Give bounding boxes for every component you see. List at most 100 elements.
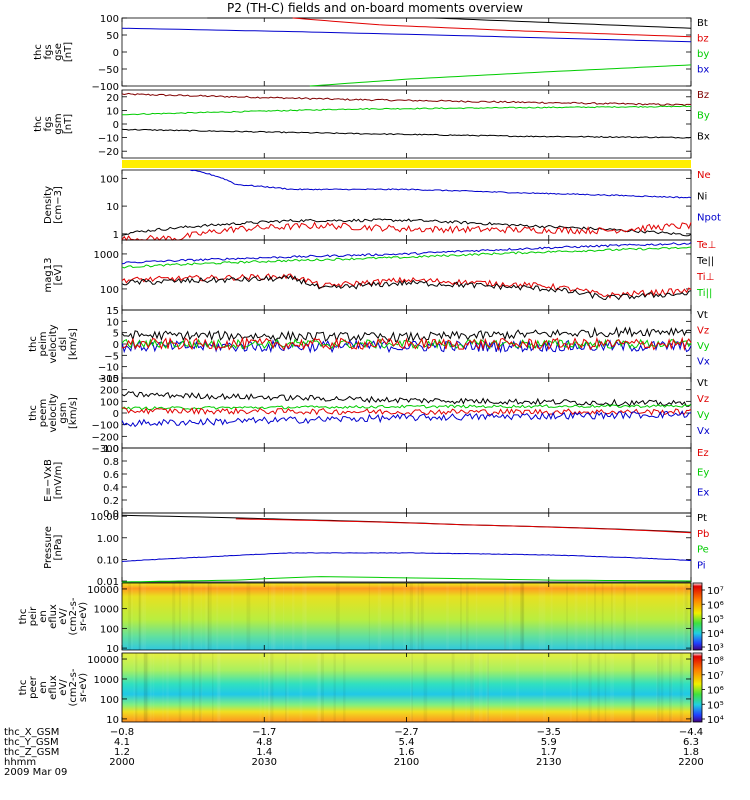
legend-Vz: Vz — [697, 326, 709, 337]
y-tick-label: −200 — [92, 432, 119, 443]
y-tick-label: 20 — [106, 93, 119, 104]
y-axis-label: sr-eV) — [78, 602, 89, 631]
y-tick-label: −300 — [92, 444, 119, 455]
x-axis-value: 2030 — [252, 757, 277, 768]
y-axis-label: thc — [33, 44, 44, 60]
y-tick-label: 1000 — [94, 675, 119, 686]
x-axis-value: −2.7 — [394, 727, 418, 738]
y-axis-label: Density — [43, 186, 54, 224]
y-tick-label: 0.2 — [103, 496, 119, 507]
x-axis-value: 1.7 — [541, 747, 557, 758]
y-tick-label: 10000 — [87, 655, 119, 666]
legend-By: By — [697, 111, 710, 122]
colorbar-label: 10⁶ — [707, 686, 724, 697]
y-axis-label: thc — [33, 116, 44, 132]
x-axis-value: 5.4 — [399, 737, 415, 748]
y-axis-label: dsl — [58, 337, 69, 351]
colorbar-label: 10⁴ — [707, 715, 724, 726]
legend-Vy: Vy — [697, 410, 710, 421]
panel-fgs-gsm: 20 10 0 −10 −20 thc fgs gsm [nT] Bz By Bx — [33, 89, 710, 159]
legend-Ti||: Ti|| — [696, 288, 712, 299]
legend-Pi: Pi — [697, 560, 706, 571]
y-axis-label: velocity — [48, 393, 59, 432]
y-tick-label: 0 — [113, 340, 119, 351]
series-Pt — [121, 514, 692, 533]
y-axis-label: velocity — [48, 324, 59, 363]
panel-pressure: 10.00 1.00 0.10 0.01 Pressure [nPa] Pt Pb Pe Pi — [43, 512, 709, 588]
legend-Vx: Vx — [697, 426, 710, 437]
x-axis-value: 2100 — [394, 757, 419, 768]
panel-peer-spectrogram: 10⁸ 10⁷ 10⁶ 10⁵ 10⁴ 10000 1000 100 10 thc peer en ef… — [18, 652, 724, 726]
figure-title: P2 (TH-C) fields and on-board moments ov… — [227, 1, 523, 15]
y-tick-label: 10 — [106, 202, 119, 213]
y-axis-label: en — [38, 610, 49, 623]
y-tick-label: 100 — [100, 695, 119, 706]
y-axis-label: peir — [28, 606, 39, 626]
series-Pi — [121, 552, 691, 562]
y-axis-label: [km/s] — [68, 397, 79, 429]
series-Pb — [235, 518, 692, 534]
y-axis-label: fgs — [43, 44, 54, 59]
y-axis-label: peem — [38, 399, 49, 427]
x-axis-value: 5.9 — [541, 737, 557, 748]
y-axis-label: E=−VxB — [43, 459, 54, 502]
legend-Pe: Pe — [697, 545, 709, 556]
series-bx — [121, 27, 692, 43]
panel-efield: 1.0 0.8 0.6 0.4 0.2 0.0 E=−VxB [mV/m] Ez Ey Ex — [43, 444, 709, 520]
x-axis-value: 1.8 — [683, 747, 699, 758]
x-axis-date: 2009 Mar 09 — [4, 767, 67, 778]
panel-fgs-gse: 100 50 0 −50 −100 thc fgs gse [nT] Bt bz by bx — [33, 14, 709, 93]
peer-spectrogram-colorbar — [692, 652, 703, 723]
legend-Ey: Ey — [697, 468, 709, 479]
y-tick-label: 0.8 — [103, 457, 119, 468]
series-Ti|| — [121, 246, 692, 269]
y-tick-label: −10 — [98, 134, 119, 145]
y-tick-label: 5 — [113, 329, 119, 340]
series-by — [309, 64, 692, 87]
legend-Vx: Vx — [697, 357, 710, 368]
y-axis-label: [mV/m] — [53, 462, 64, 500]
colorbar-label: 10³ — [707, 643, 724, 654]
legend-by: by — [697, 49, 709, 60]
x-axis-value: −0.8 — [110, 727, 134, 738]
y-tick-label: 100 — [100, 285, 119, 296]
y-tick-label: 100 — [100, 174, 119, 185]
y-axis-label: thc — [18, 680, 29, 696]
legend-Vz: Vz — [697, 394, 709, 405]
x-axis-value: 2200 — [678, 757, 703, 768]
legend-Vt: Vt — [697, 310, 708, 321]
y-tick-label: 10 — [106, 644, 119, 655]
y-axis-label: gsm — [58, 402, 69, 423]
series-bz — [292, 17, 692, 38]
y-axis-label: thc — [18, 609, 29, 625]
legend-Ne: Ne — [697, 170, 711, 181]
y-tick-label: 100 — [100, 14, 119, 25]
colorbar-label: 10⁷ — [707, 671, 724, 682]
x-axis-value: −4.4 — [679, 727, 703, 738]
legend-Npot: Npot — [697, 213, 721, 224]
legend-Ex: Ex — [697, 487, 709, 498]
x-axis-row-label: hhmm — [4, 757, 36, 768]
x-axis-value: 2130 — [536, 757, 561, 768]
fgs-gse-frame — [121, 17, 692, 87]
legend-Te||: Te|| — [696, 256, 714, 267]
y-axis-label: [eV] — [53, 265, 64, 286]
x-axis-row-label: thc_Z_GSM — [4, 747, 59, 758]
y-tick-label: 15 — [106, 306, 119, 317]
x-axis-value: 6.3 — [683, 737, 699, 748]
legend-Pb: Pb — [697, 529, 709, 540]
y-axis-label: [nPa] — [53, 534, 64, 560]
series-Ne — [121, 221, 692, 241]
y-tick-label: −100 — [92, 421, 119, 432]
y-axis-label: [cm−3] — [53, 186, 64, 224]
colorbar-label: 10⁴ — [707, 629, 724, 640]
y-tick-label: 1000 — [94, 250, 119, 261]
y-tick-label: 0 — [113, 48, 119, 59]
y-tick-label: 1 — [113, 230, 119, 241]
peir-spectrogram-colorbar — [692, 582, 703, 651]
series-Ni — [121, 218, 692, 237]
series-Te⊥ — [121, 273, 692, 299]
legend-Ti⊥: Ti⊥ — [696, 272, 714, 283]
y-tick-label: −50 — [98, 65, 119, 76]
y-axis-label: fgs — [43, 116, 54, 131]
